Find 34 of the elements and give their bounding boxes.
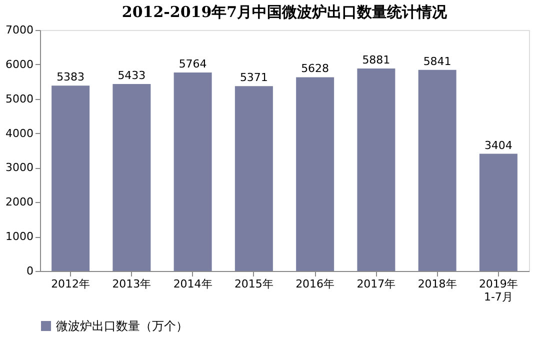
bar <box>112 84 151 271</box>
bar <box>234 86 273 271</box>
x-tick-label: 2018年 <box>418 278 457 290</box>
bar <box>52 86 90 271</box>
y-tick-label: 4000 <box>6 126 34 140</box>
bar <box>479 154 518 271</box>
x-tick-label: 2013年 <box>112 278 152 290</box>
x-tick-label: 2017年 <box>356 278 396 290</box>
x-tick-label: 2012年 <box>51 278 90 290</box>
data-label: 5371 <box>240 71 268 84</box>
legend-label: 微波炉出口数量（万个） <box>56 319 188 333</box>
data-label: 5764 <box>178 58 207 71</box>
y-tick-label: 6000 <box>6 58 34 71</box>
x-tick-label: 2019年 1-7月 <box>478 278 518 304</box>
bar <box>357 68 396 271</box>
bar <box>418 70 456 271</box>
bar <box>296 77 334 271</box>
chart-title: 2012-2019年7月中国微波炉出口数量统计情况 <box>122 3 448 21</box>
data-label: 3404 <box>484 138 512 152</box>
y-tick-label: 7000 <box>6 24 34 36</box>
y-tick-label: 5000 <box>6 92 34 106</box>
bar <box>174 72 212 271</box>
data-label: 5628 <box>301 62 330 76</box>
y-tick-label: 1000 <box>6 230 34 244</box>
y-tick-label: 3000 <box>6 161 34 174</box>
data-label: 5881 <box>362 54 390 67</box>
data-label: 5433 <box>118 68 146 82</box>
data-label: 5383 <box>56 70 85 84</box>
x-tick-label: 2015年 <box>234 278 274 290</box>
y-tick-label: 2000 <box>6 196 34 209</box>
y-tick-label: 0 <box>26 264 34 278</box>
x-tick-label: 2016年 <box>296 278 335 290</box>
data-label: 5841 <box>423 54 452 68</box>
x-tick-label: 2014年 <box>173 278 212 290</box>
